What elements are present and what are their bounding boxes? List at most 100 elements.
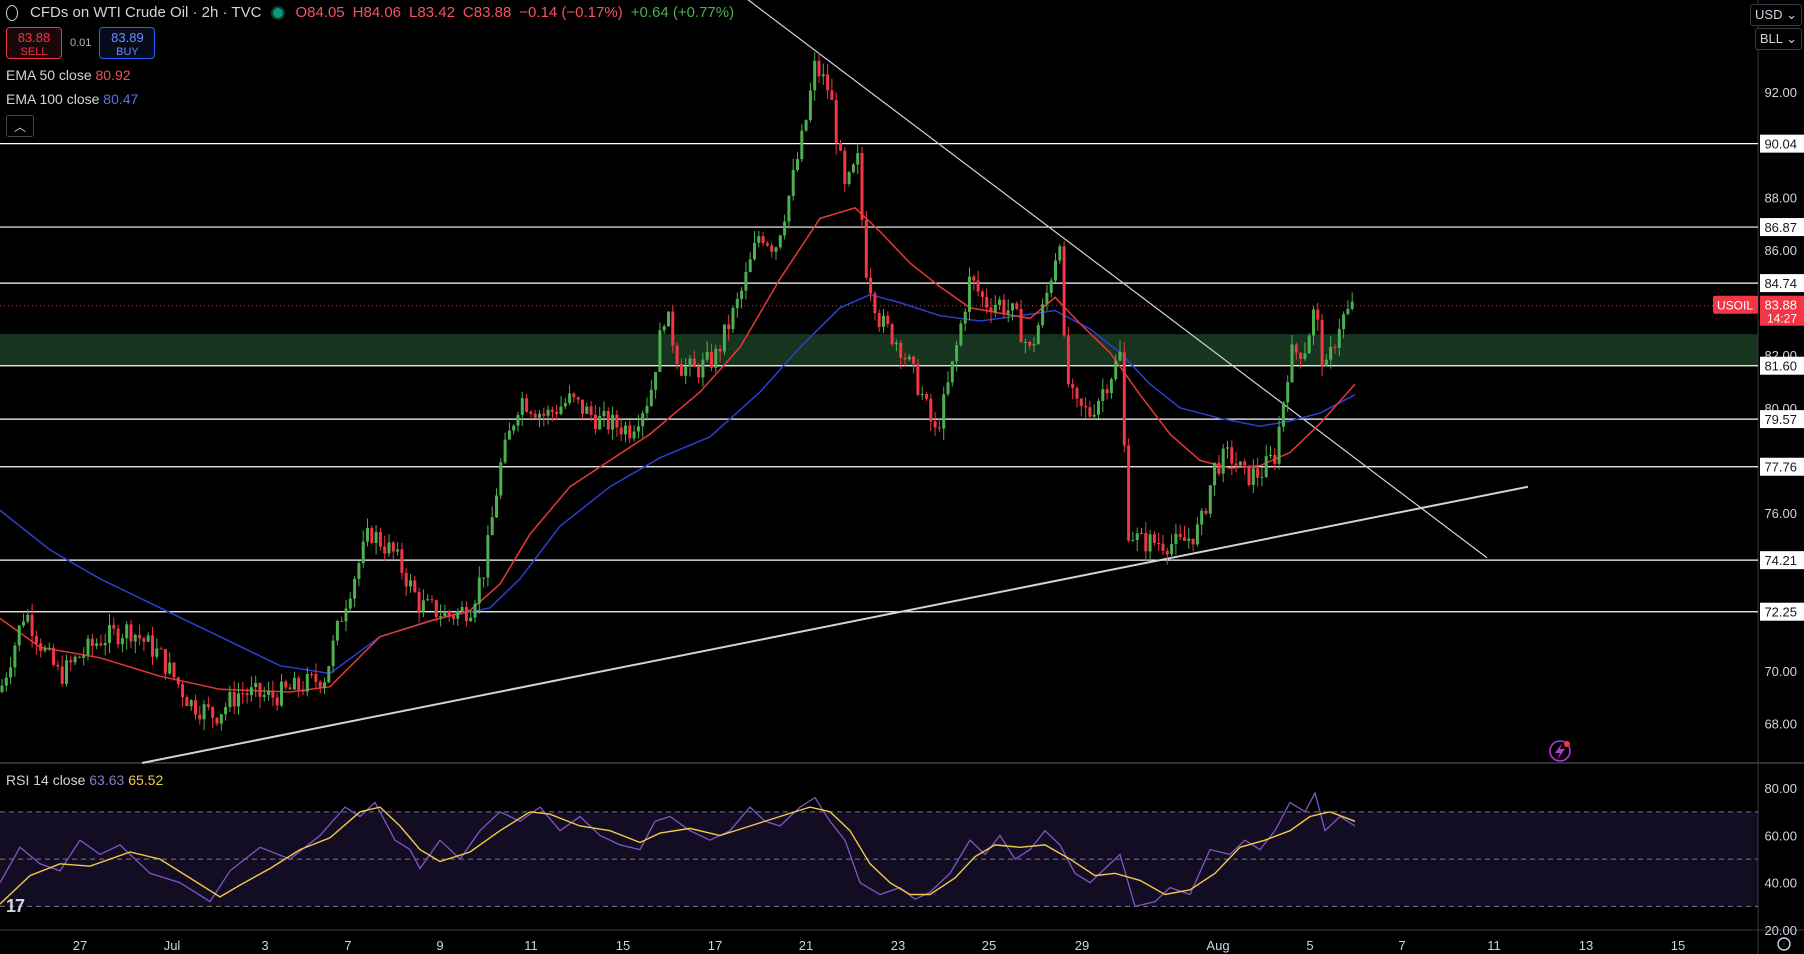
candle-body xyxy=(1079,398,1083,406)
candle-body xyxy=(1170,544,1174,555)
candle-body xyxy=(1011,303,1014,311)
collapse-legend-button[interactable]: ︿ xyxy=(6,115,34,137)
candle-body xyxy=(1217,462,1221,474)
candle-body xyxy=(1316,309,1320,320)
candle-body xyxy=(985,296,989,308)
candle-body xyxy=(937,427,941,429)
candle-body xyxy=(34,635,38,644)
time-tick-label: 27 xyxy=(73,938,87,953)
candle-body xyxy=(1127,445,1131,541)
candle-body xyxy=(447,611,451,617)
candle-body xyxy=(684,366,688,376)
lightning-icon xyxy=(1555,743,1565,760)
candle-body xyxy=(778,235,782,248)
sell-button[interactable]: 83.88 SELL xyxy=(6,27,62,59)
candle-body xyxy=(69,660,73,663)
candle-body xyxy=(297,677,301,690)
candle-body xyxy=(224,707,228,715)
candle-body xyxy=(658,330,662,372)
ohlc-high: H84.06 xyxy=(352,4,402,21)
symbol-title[interactable]: CFDs on WTI Crude Oil · 2h · TVC xyxy=(30,4,262,21)
candle-body xyxy=(305,673,309,692)
level-label: 90.04 xyxy=(1764,137,1797,152)
candle-body xyxy=(593,414,597,430)
candle-body xyxy=(869,277,873,294)
ema100-legend[interactable]: EMA 100 close 80.47 xyxy=(6,91,734,107)
rsi-legend[interactable]: RSI 14 close 63.63 65.52 xyxy=(6,772,163,788)
level-label: 79.57 xyxy=(1764,412,1797,427)
level-label-bg xyxy=(1760,410,1804,429)
market-status-icon[interactable] xyxy=(273,7,284,18)
candle-body xyxy=(1019,308,1023,343)
candle-body xyxy=(22,621,25,626)
candle-body xyxy=(120,638,124,645)
candle-body xyxy=(718,348,722,352)
candle-body xyxy=(1337,329,1341,348)
candle-body xyxy=(262,694,266,697)
candle-body xyxy=(516,414,520,426)
candle-body xyxy=(989,307,993,313)
candle-body xyxy=(1200,510,1204,525)
candle-body xyxy=(1114,360,1118,380)
candle-body xyxy=(993,304,997,313)
candle-body xyxy=(671,311,675,346)
candle-body xyxy=(589,406,593,415)
time-tick-label: 23 xyxy=(891,938,905,953)
current-price-bg xyxy=(1760,295,1804,326)
ema50-label: EMA 50 close xyxy=(6,67,92,83)
buy-button[interactable]: 83.89 BUY xyxy=(99,27,156,59)
unit-select[interactable]: BLL ⌄ xyxy=(1754,28,1802,50)
candle-body xyxy=(1234,463,1238,466)
candle-body xyxy=(1015,303,1019,309)
countdown-label: 14:27 xyxy=(1767,312,1797,326)
candle-body xyxy=(1346,308,1350,315)
time-tick-label: 7 xyxy=(1398,938,1405,953)
candle-body xyxy=(245,693,249,696)
level-label: 74.21 xyxy=(1764,553,1797,568)
candle-body xyxy=(1144,533,1148,552)
candle-body xyxy=(1303,353,1307,359)
symbol-tag: USOIL xyxy=(1717,299,1753,313)
candle-body xyxy=(1329,346,1333,360)
candle-body xyxy=(108,624,111,643)
candle-body xyxy=(894,342,898,345)
symbol-tag-bg xyxy=(1713,295,1758,314)
candle-body xyxy=(572,393,576,398)
candle-body xyxy=(525,398,529,412)
candle-body xyxy=(30,614,34,636)
candle-body xyxy=(374,531,378,543)
candle-body xyxy=(735,299,739,309)
candle-body xyxy=(783,221,787,236)
candle-body xyxy=(1230,447,1234,464)
candle-body xyxy=(576,397,580,400)
candle-body xyxy=(581,399,584,414)
candle-body xyxy=(1286,382,1290,403)
symbol-row: CFDs on WTI Crude Oil · 2h · TVC O84.05 … xyxy=(6,4,734,21)
candle-body xyxy=(1002,299,1006,314)
candle-body xyxy=(39,643,43,651)
candle-body xyxy=(714,348,718,368)
candle-body xyxy=(237,693,240,707)
candle-body xyxy=(890,323,894,345)
ohlc-close: C83.88 xyxy=(462,4,512,21)
currency-select[interactable]: USD ⌄ xyxy=(1750,4,1802,26)
candle-body xyxy=(0,685,4,692)
ema50-legend[interactable]: EMA 50 close 80.92 xyxy=(6,67,734,83)
trendline xyxy=(747,0,1488,559)
candle-body xyxy=(821,74,825,77)
candle-body xyxy=(873,293,877,314)
candle-body xyxy=(288,687,292,690)
candle-body xyxy=(877,313,881,327)
candle-body xyxy=(559,406,563,415)
candle-body xyxy=(267,691,271,695)
candle-body xyxy=(1066,335,1070,385)
level-label: 84.74 xyxy=(1764,276,1797,291)
candle-body xyxy=(194,700,197,715)
rsi-value: 63.63 xyxy=(89,772,125,788)
ohlc-change-2: +0.64 (+0.77%) xyxy=(630,4,735,21)
candle-body xyxy=(490,517,494,536)
candle-body xyxy=(602,410,606,416)
level-label: 81.60 xyxy=(1764,359,1797,374)
candle-body xyxy=(301,689,305,692)
